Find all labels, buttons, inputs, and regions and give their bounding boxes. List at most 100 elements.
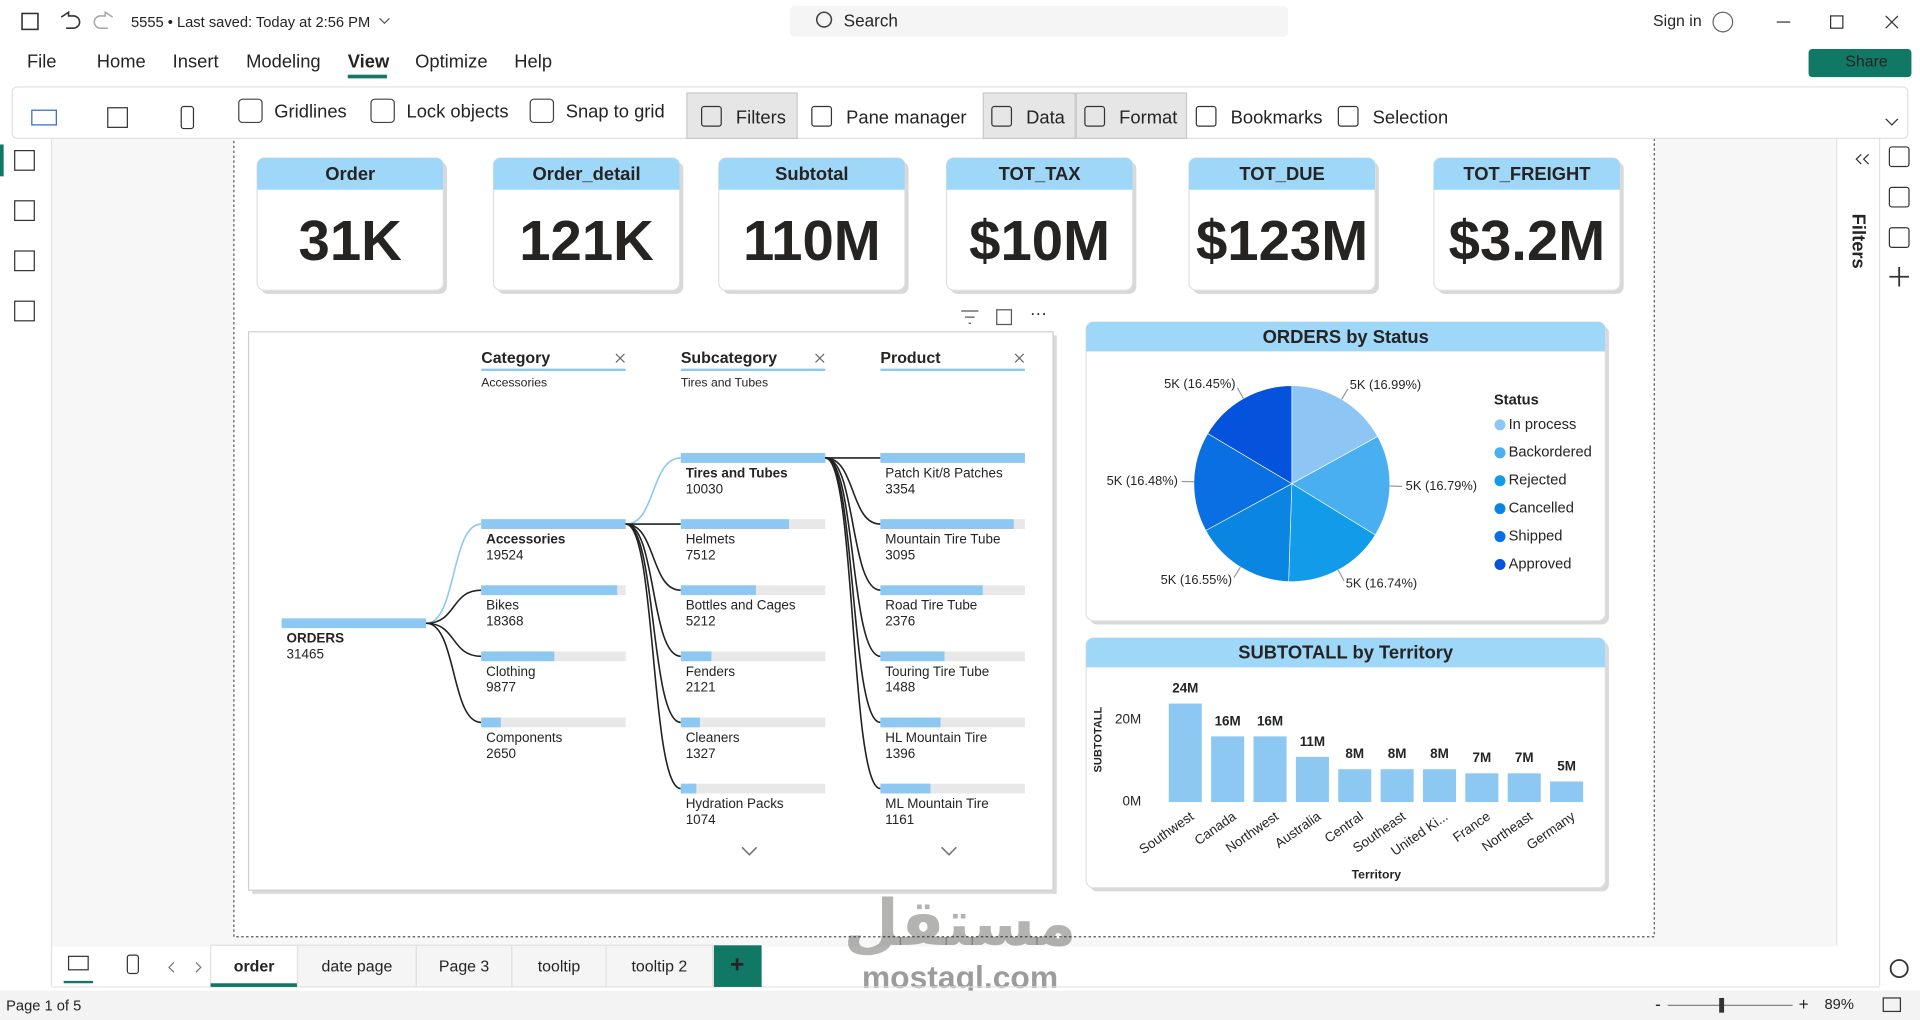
pie-slice[interactable] xyxy=(1288,483,1376,582)
undo-icon[interactable] xyxy=(60,10,81,29)
pie-slice[interactable] xyxy=(1291,385,1379,485)
page-tab-label[interactable]: order xyxy=(234,959,275,976)
view-icon[interactable] xyxy=(14,200,35,222)
legend-label[interactable]: In process xyxy=(1509,417,1577,433)
node-bar[interactable] xyxy=(880,453,1025,463)
page-tab[interactable] xyxy=(605,944,714,988)
account-icon[interactable] xyxy=(1712,11,1734,33)
ribbon-button[interactable]: Format xyxy=(1119,107,1177,128)
ribbon-button-icon[interactable] xyxy=(701,105,722,127)
pane-icon[interactable] xyxy=(1888,227,1910,248)
ribbon-button-icon[interactable] xyxy=(1084,105,1106,127)
settings-icon[interactable] xyxy=(1889,959,1909,979)
share-label[interactable]: Share xyxy=(1845,54,1888,71)
page-tab-label[interactable]: Page 3 xyxy=(439,959,490,976)
phone-view-icon[interactable] xyxy=(126,954,139,975)
pie-slice[interactable] xyxy=(1291,436,1391,536)
ribbon-button[interactable]: Bookmarks xyxy=(1231,107,1323,128)
checkbox[interactable] xyxy=(370,98,395,124)
desktop-view-icon[interactable] xyxy=(67,955,89,971)
bar[interactable] xyxy=(1422,769,1457,803)
zoom-out[interactable]: - xyxy=(1655,994,1661,1014)
bar[interactable] xyxy=(1550,781,1584,803)
page-tab[interactable] xyxy=(296,944,417,988)
fit-page-icon[interactable] xyxy=(1882,997,1902,1013)
node-bar[interactable] xyxy=(880,585,983,596)
ribbon-button[interactable]: Filters xyxy=(736,107,786,128)
zoom-thumb[interactable] xyxy=(1719,997,1725,1013)
menu-tab[interactable]: Help xyxy=(514,50,552,71)
pie-slice[interactable] xyxy=(1193,433,1293,531)
visual-more-icon[interactable]: ··· xyxy=(1030,303,1047,323)
level-remove-icon[interactable] xyxy=(815,353,825,363)
next-page[interactable] xyxy=(195,962,202,973)
node-bar[interactable] xyxy=(880,717,941,728)
ribbon-button-icon[interactable] xyxy=(991,105,1013,127)
menu-tab[interactable]: View xyxy=(348,50,390,71)
node-bar[interactable] xyxy=(680,783,697,794)
ribbon-button[interactable]: Pane manager xyxy=(846,107,966,128)
add-page-button[interactable] xyxy=(713,945,762,987)
node-bar[interactable] xyxy=(680,585,756,596)
menu-tab[interactable]: Insert xyxy=(173,50,219,71)
bar[interactable] xyxy=(1253,736,1287,803)
checkbox[interactable] xyxy=(238,98,263,124)
search-placeholder[interactable]: Search xyxy=(844,11,898,31)
ribbon-button-icon[interactable] xyxy=(811,105,833,127)
bar[interactable] xyxy=(1168,703,1202,803)
bar[interactable] xyxy=(1507,773,1541,803)
save-icon[interactable] xyxy=(21,12,39,31)
sign-in[interactable]: Sign in xyxy=(1653,13,1702,30)
bar[interactable] xyxy=(1465,773,1499,803)
node-bar[interactable] xyxy=(481,717,501,728)
node-bar[interactable] xyxy=(481,651,555,662)
visual-filter-icon[interactable] xyxy=(961,310,979,324)
bar[interactable] xyxy=(1380,769,1414,803)
view-icon[interactable] xyxy=(14,150,35,171)
page-tab[interactable] xyxy=(511,944,607,988)
ribbon-collapse[interactable] xyxy=(1885,118,1899,126)
prev-page[interactable] xyxy=(168,962,175,973)
legend-label[interactable]: Cancelled xyxy=(1509,501,1574,517)
page-tab-label[interactable]: tooltip xyxy=(538,959,581,976)
visual-focus-icon[interactable] xyxy=(996,309,1013,326)
level-remove-icon[interactable] xyxy=(615,353,625,363)
checkbox[interactable] xyxy=(529,98,555,124)
add-pane-icon[interactable] xyxy=(1889,266,1909,287)
share-button[interactable] xyxy=(1808,48,1912,78)
pie-slice[interactable] xyxy=(1207,385,1293,485)
menu-tab[interactable]: File xyxy=(27,50,57,71)
node-bar[interactable] xyxy=(880,651,945,662)
close[interactable] xyxy=(1885,15,1899,29)
ribbon-button-icon[interactable] xyxy=(1337,105,1359,127)
checkbox-label[interactable]: Snap to grid xyxy=(566,100,665,121)
legend-label[interactable]: Backordered xyxy=(1509,445,1592,461)
view-icon[interactable] xyxy=(14,300,35,322)
layout-icon[interactable] xyxy=(107,107,128,128)
visual-icon[interactable] xyxy=(31,109,57,126)
scroll-down-icon[interactable] xyxy=(741,846,758,856)
checkbox-label[interactable]: Gridlines xyxy=(274,100,346,121)
node-bar[interactable] xyxy=(680,519,790,529)
scroll-down-icon[interactable] xyxy=(941,846,957,856)
search-box[interactable] xyxy=(789,6,1289,37)
filters-pane-label[interactable]: Filters xyxy=(1849,214,1870,269)
redo-icon[interactable] xyxy=(93,10,114,29)
legend-label[interactable]: Shipped xyxy=(1509,528,1563,544)
level-remove-icon[interactable] xyxy=(1014,353,1025,363)
ribbon-button[interactable]: Selection xyxy=(1373,107,1449,128)
add-page-label[interactable]: + xyxy=(730,952,744,979)
menu-tab[interactable]: Modeling xyxy=(246,50,321,71)
pane-icon[interactable] xyxy=(1888,186,1910,208)
view-icon[interactable] xyxy=(14,250,35,272)
ribbon-button-icon[interactable] xyxy=(1195,105,1217,127)
dropdown-icon[interactable] xyxy=(379,17,390,25)
pane-icon[interactable] xyxy=(1888,146,1910,168)
ribbon-button[interactable]: Data xyxy=(1026,107,1066,128)
node-bar[interactable] xyxy=(680,651,712,662)
page-tab[interactable] xyxy=(415,944,513,988)
legend-label[interactable]: Approved xyxy=(1509,556,1572,572)
node-bar[interactable] xyxy=(481,519,626,529)
page-tab-label[interactable]: tooltip 2 xyxy=(632,959,688,976)
bar[interactable] xyxy=(1338,769,1372,803)
